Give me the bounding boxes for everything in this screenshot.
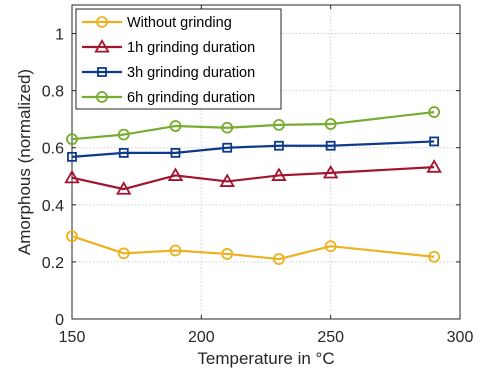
y-tick-label: 0.4 <box>42 198 64 215</box>
y-tick-label: 0.8 <box>42 84 64 101</box>
data-point <box>221 121 234 134</box>
legend-item: 3h grinding duration <box>82 65 255 81</box>
series-line <box>71 140 435 158</box>
x-axis-title: Temperature in °C <box>197 349 334 368</box>
data-point <box>67 151 77 162</box>
data-point <box>169 120 182 132</box>
legend-label: 6h grinding duration <box>127 90 255 106</box>
axes: 150 200 250 300 0 0.2 0.4 0.6 0.8 1 <box>42 4 474 346</box>
legend-label: Without grinding <box>127 15 232 31</box>
data-point <box>426 159 442 173</box>
y-tick-label: 0.2 <box>42 255 64 272</box>
series-lines <box>64 106 442 265</box>
series-2 <box>64 159 442 195</box>
legend-label: 1h grinding duration <box>127 40 255 56</box>
data-point <box>167 167 184 181</box>
data-point <box>428 250 441 263</box>
data-point <box>274 140 284 151</box>
data-point <box>117 128 130 141</box>
x-tick-label: 150 <box>59 329 86 346</box>
series-line <box>71 166 435 191</box>
data-point <box>115 181 132 195</box>
plot-box <box>71 4 461 320</box>
data-point <box>429 136 440 147</box>
data-point <box>97 67 107 77</box>
data-point <box>221 248 234 260</box>
y-tick-label: 0.6 <box>42 141 64 158</box>
data-point <box>324 240 337 253</box>
series-1 <box>66 230 441 265</box>
data-point <box>273 118 285 131</box>
data-point <box>322 164 339 179</box>
data-point <box>66 133 78 146</box>
data-point <box>170 147 181 158</box>
data-point <box>94 38 110 53</box>
legend-box <box>75 8 282 110</box>
data-point <box>96 91 108 103</box>
data-point <box>169 244 182 257</box>
x-tick-label: 250 <box>317 329 344 346</box>
y-tick-label: 1 <box>55 27 64 44</box>
y-axis-title: Amorphous (normalized) <box>15 69 34 255</box>
data-point <box>324 118 337 130</box>
series-3 <box>67 136 440 162</box>
legend-label: 3h grinding duration <box>127 65 255 81</box>
data-point <box>325 140 336 151</box>
data-point <box>96 16 108 28</box>
legend-item: 1h grinding duration <box>82 38 255 56</box>
data-point <box>428 106 441 118</box>
legend-item: Without grinding <box>82 15 232 31</box>
data-point <box>271 167 287 181</box>
data-point <box>117 247 130 260</box>
series-4 <box>66 106 441 146</box>
data-point <box>222 142 233 153</box>
series-line <box>71 110 435 141</box>
data-point <box>219 173 235 187</box>
series-line <box>71 235 435 261</box>
data-point <box>66 230 78 243</box>
data-point <box>64 169 80 184</box>
y-tick-label: 0 <box>55 312 64 329</box>
legend: Without grinding 1h grinding duration 3h g… <box>75 8 282 110</box>
legend-item: 6h grinding duration <box>82 90 255 106</box>
x-tick-label: 200 <box>188 329 215 346</box>
data-point <box>273 253 285 265</box>
data-point <box>118 147 129 158</box>
x-tick-label: 300 <box>447 329 474 346</box>
